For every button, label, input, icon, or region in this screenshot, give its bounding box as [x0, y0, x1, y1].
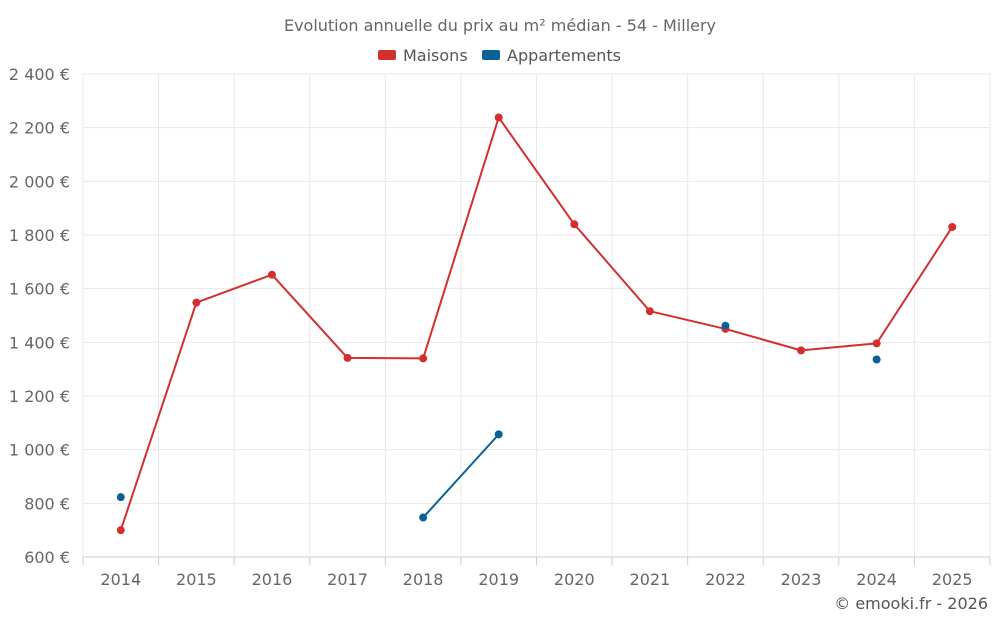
y-tick-label: 800 €: [24, 494, 70, 513]
y-tick-label: 1 200 €: [9, 387, 70, 406]
chart-title: Evolution annuelle du prix au m² médian …: [284, 16, 716, 35]
data-point-maisons[interactable]: [494, 113, 503, 122]
data-point-appartements[interactable]: [494, 430, 503, 439]
y-tick-label: 1 800 €: [9, 226, 70, 245]
x-tick-label: 2021: [630, 570, 671, 589]
legend-swatch-appartements: [482, 50, 500, 60]
data-point-maisons[interactable]: [116, 526, 125, 535]
x-tick-label: 2014: [100, 570, 141, 589]
x-tick-label: 2022: [705, 570, 746, 589]
y-tick-label: 2 400 €: [9, 65, 70, 84]
x-tick-label: 2020: [554, 570, 595, 589]
y-tick-label: 2 200 €: [9, 119, 70, 138]
data-point-appartements[interactable]: [721, 321, 730, 330]
legend-item-maisons[interactable]: Maisons: [378, 46, 468, 65]
legend-label-maisons: Maisons: [403, 46, 468, 65]
series-line-appartements: [422, 433, 500, 519]
y-tick-label: 2 000 €: [9, 172, 70, 191]
data-point-maisons[interactable]: [797, 346, 806, 355]
y-tick-label: 600 €: [24, 548, 70, 567]
legend-item-appartements[interactable]: Appartements: [482, 46, 621, 65]
x-tick-label: 2024: [856, 570, 897, 589]
data-point-appartements[interactable]: [116, 493, 125, 502]
data-point-maisons[interactable]: [419, 354, 428, 363]
x-tick-label: 2017: [327, 570, 368, 589]
footer-copyright: © emooki.fr - 2026: [834, 594, 988, 613]
legend: Maisons Appartements: [378, 46, 621, 65]
data-point-appartements[interactable]: [872, 355, 881, 364]
y-tick-label: 1 600 €: [9, 280, 70, 299]
x-tick-label: 2015: [176, 570, 217, 589]
grid: [82, 73, 991, 558]
y-tick-label: 1 000 €: [9, 441, 70, 460]
x-tick-label: 2023: [781, 570, 822, 589]
data-point-maisons[interactable]: [570, 220, 579, 229]
data-point-maisons[interactable]: [645, 307, 654, 316]
y-tick-label: 1 400 €: [9, 333, 70, 352]
data-point-maisons[interactable]: [343, 353, 352, 362]
series: [116, 113, 957, 535]
legend-label-appartements: Appartements: [507, 46, 621, 65]
x-tick-label: 2025: [932, 570, 973, 589]
data-point-maisons[interactable]: [192, 298, 201, 307]
series-line-maisons: [119, 116, 954, 531]
data-point-maisons[interactable]: [872, 339, 881, 348]
data-point-appartements[interactable]: [419, 513, 428, 522]
x-tick-label: 2018: [403, 570, 444, 589]
data-point-maisons[interactable]: [948, 222, 957, 231]
x-tick-label: 2016: [252, 570, 293, 589]
data-point-maisons[interactable]: [267, 270, 276, 279]
x-tick-label: 2019: [478, 570, 519, 589]
x-axis: 2014 2015 2016 2017 2018 2019 2020 2021 2022 2023…: [82, 557, 991, 589]
y-axis: 600 € 800 € 1 000 € 1 200 € 1 400 € 1 600 € 1 …: [9, 65, 70, 567]
legend-swatch-maisons: [378, 50, 396, 60]
